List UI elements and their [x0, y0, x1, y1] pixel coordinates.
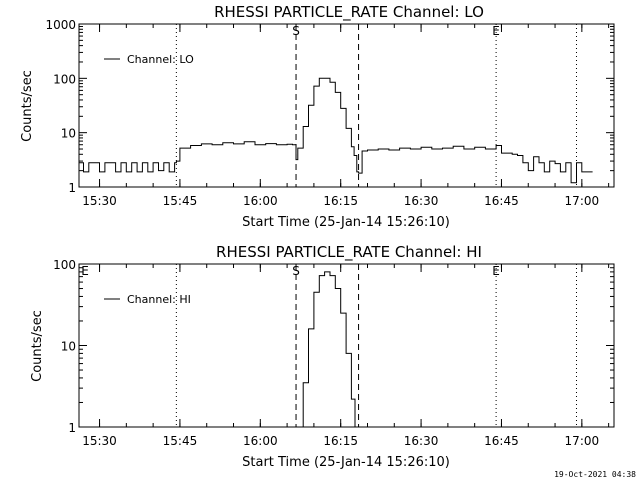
panel-hi-xtick-label: 15:45	[163, 434, 198, 448]
panel-lo-marker-label: S	[292, 24, 300, 38]
panel-hi-xtick-label: 16:45	[484, 434, 519, 448]
panel-hi-legend: Channel: HI	[104, 293, 191, 306]
panel-lo-xlabel: Start Time (25-Jan-14 15:26:10)	[242, 215, 450, 230]
panel-hi-xtick-label: 16:00	[243, 434, 278, 448]
panel-hi-marker-label: S	[292, 264, 300, 278]
panel-hi-xtick-label: 15:30	[82, 434, 117, 448]
panel-lo-ytick-label: 1000	[45, 18, 76, 32]
panel-hi-tick-labels: 15:30 15:45 16:00 16:15 16:30 16:45 17:00 1 10 10…	[53, 258, 599, 448]
panel-hi-xtick-label: 16:15	[323, 434, 358, 448]
panel-lo-xtick-label: 15:30	[82, 194, 117, 208]
panel-lo-plot-frame	[78, 23, 615, 188]
panel-lo-marker-label: E	[492, 24, 500, 38]
panel-hi: RHESSI PARTICLE_RATE Channel: HI Counts/…	[30, 243, 615, 470]
panel-hi-ytick-label: 100	[53, 258, 76, 272]
panel-hi-title: RHESSI PARTICLE_RATE Channel: HI	[216, 243, 482, 262]
panel-lo-ytick-label: 1	[68, 181, 76, 195]
panel-hi-xtick-label: 16:30	[404, 434, 439, 448]
panel-lo-legend: Channel: LO	[104, 53, 194, 66]
panel-hi-ylabel: Counts/sec	[30, 310, 45, 382]
panel-lo-title: RHESSI PARTICLE_RATE Channel: LO	[214, 3, 484, 22]
panel-lo-tick-labels: 15:30 15:45 16:00 16:15 16:30 16:45 17:00 1 10 10…	[45, 18, 599, 208]
panel-hi-legend-label: Channel: HI	[127, 293, 191, 306]
panel-hi-series-line	[300, 271, 356, 428]
panel-lo-xtick-label: 16:30	[404, 194, 439, 208]
panel-lo: RHESSI PARTICLE_RATE Channel: LO Counts/…	[20, 3, 615, 230]
panel-lo-ytick-label: 10	[61, 127, 76, 141]
panel-lo-xtick-label: 16:45	[484, 194, 519, 208]
panel-hi-marker-label: E	[492, 264, 500, 278]
panel-hi-series	[300, 271, 356, 428]
panel-lo-xtick-label: 16:00	[243, 194, 278, 208]
panel-lo-xtick-label: 17:00	[565, 194, 600, 208]
panel-hi-plot-frame	[78, 263, 615, 428]
panel-hi-xtick-label: 17:00	[565, 434, 600, 448]
panel-lo-legend-label: Channel: LO	[127, 53, 194, 66]
panel-lo-ticks	[79, 23, 614, 188]
panel-hi-ticks	[79, 263, 614, 428]
panel-hi-xlabel: Start Time (25-Jan-14 15:26:10)	[242, 455, 450, 470]
panel-hi-marker-label: E	[81, 264, 89, 278]
panel-lo-ylabel: Counts/sec	[20, 70, 35, 142]
footer-timestamp: 19-Oct-2021 04:38	[554, 470, 636, 479]
panel-lo-series-line	[79, 77, 593, 184]
panel-hi-ytick-label: 1	[68, 421, 76, 435]
panel-lo-series	[79, 77, 593, 184]
panel-hi-ytick-label: 10	[61, 340, 76, 354]
panel-lo-xtick-label: 16:15	[323, 194, 358, 208]
panel-lo-xtick-label: 15:45	[163, 194, 198, 208]
panel-lo-ytick-label: 100	[53, 72, 76, 86]
